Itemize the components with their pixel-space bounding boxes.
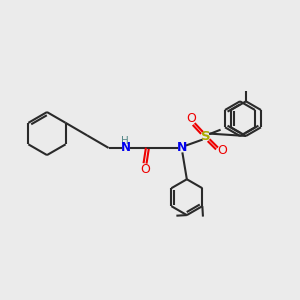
Text: S: S — [201, 130, 211, 143]
Text: O: O — [218, 144, 227, 158]
Text: N: N — [177, 141, 188, 154]
Text: O: O — [140, 163, 150, 176]
Text: O: O — [186, 112, 196, 125]
Text: H: H — [121, 136, 128, 146]
Text: N: N — [121, 141, 131, 154]
